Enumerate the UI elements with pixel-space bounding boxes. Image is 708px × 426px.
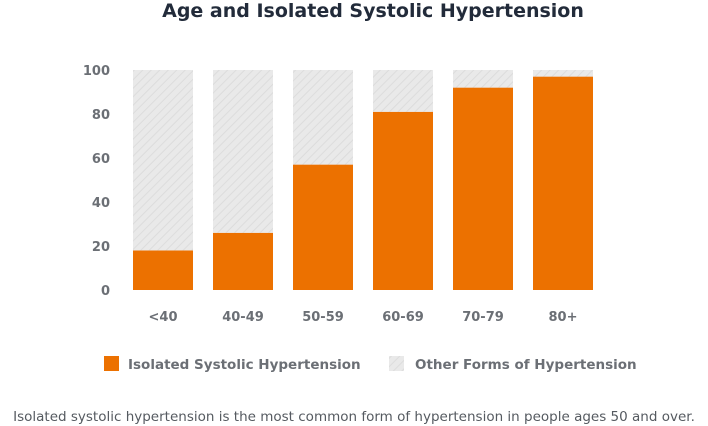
y-tick-label: 80 xyxy=(92,108,110,123)
y-tick-label: 20 xyxy=(92,240,110,255)
legend-swatch-other xyxy=(389,356,404,371)
bar-other xyxy=(213,70,273,233)
bar-other xyxy=(133,70,193,251)
bar-other xyxy=(373,70,433,112)
x-tick-label: 50-59 xyxy=(302,310,344,325)
x-tick-label: 70-79 xyxy=(462,310,504,325)
y-tick-label: 40 xyxy=(92,196,110,211)
y-axis: 0 20 40 60 80 100 xyxy=(83,64,110,299)
legend: Isolated Systolic Hypertension Other For… xyxy=(104,356,637,373)
bar-isolated xyxy=(293,164,353,290)
x-tick-label: <40 xyxy=(149,310,178,325)
bar-isolated xyxy=(373,111,433,290)
chart-caption: Isolated systolic hypertension is the mo… xyxy=(13,409,695,425)
x-tick-label: 40-49 xyxy=(222,310,264,325)
legend-swatch-isolated xyxy=(104,356,119,371)
x-tick-label: 80+ xyxy=(549,310,578,325)
bar-isolated xyxy=(453,87,513,290)
legend-label-isolated: Isolated Systolic Hypertension xyxy=(128,357,361,373)
bar-other xyxy=(293,70,353,165)
bar-other xyxy=(533,70,593,77)
x-tick-label: 60-69 xyxy=(382,310,424,325)
x-axis: <40 40-49 50-59 60-69 70-79 80+ xyxy=(149,310,578,325)
chart-title: Age and Isolated Systolic Hypertension xyxy=(162,0,584,22)
y-tick-label: 60 xyxy=(92,152,110,167)
bar-other xyxy=(453,70,513,88)
bar-isolated xyxy=(533,76,593,290)
bar-isolated xyxy=(133,250,193,290)
y-tick-label: 100 xyxy=(83,64,110,79)
bars xyxy=(133,70,593,290)
bar-isolated xyxy=(213,232,273,290)
legend-label-other: Other Forms of Hypertension xyxy=(415,357,637,373)
y-tick-label: 0 xyxy=(101,284,110,299)
